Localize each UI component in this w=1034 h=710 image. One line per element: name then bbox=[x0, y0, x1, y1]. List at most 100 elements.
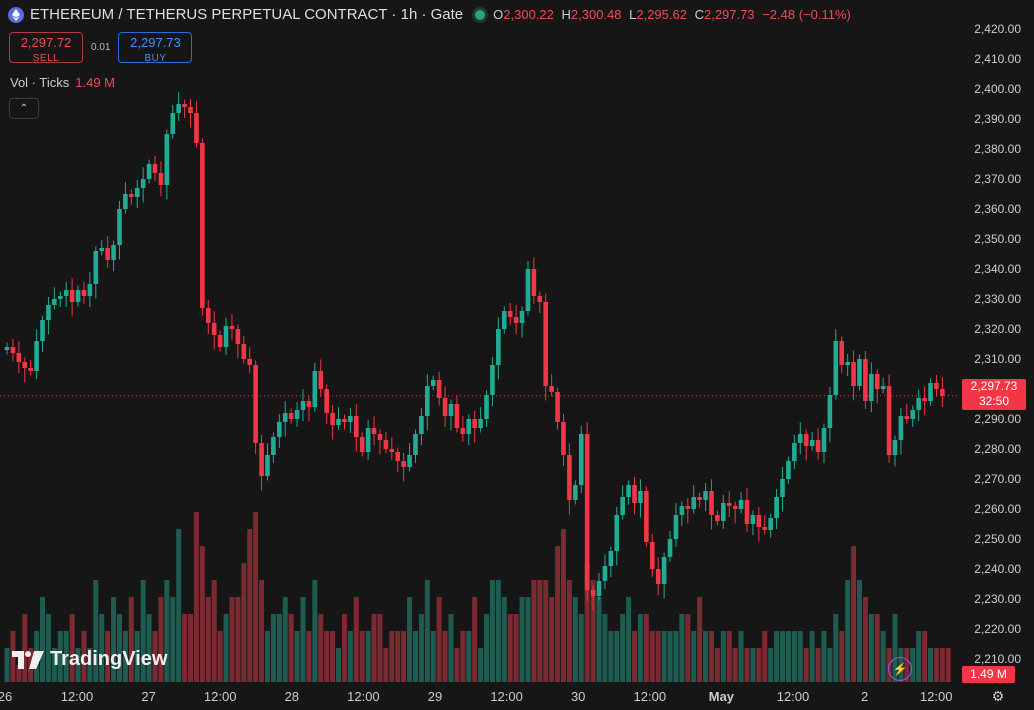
candle bbox=[726, 491, 732, 518]
candle bbox=[75, 285, 81, 307]
volume-bar bbox=[578, 614, 584, 682]
candle bbox=[679, 501, 685, 527]
price-tick-label: 2,280.00 bbox=[974, 442, 1021, 456]
candle bbox=[543, 293, 549, 401]
candle bbox=[768, 513, 773, 538]
volume-bar bbox=[478, 648, 484, 682]
close-value: 2,297.73 bbox=[703, 7, 755, 22]
candle bbox=[413, 429, 418, 463]
candle bbox=[194, 101, 199, 148]
volume-bar bbox=[489, 580, 495, 682]
high-label: H bbox=[561, 7, 571, 22]
volume-bar bbox=[780, 631, 786, 682]
candle bbox=[324, 384, 329, 425]
volume-bar bbox=[892, 614, 898, 682]
candle bbox=[348, 407, 353, 434]
candle bbox=[377, 429, 383, 455]
volume-bar bbox=[193, 512, 199, 682]
candle bbox=[898, 407, 904, 455]
buy-label: BUY bbox=[144, 53, 167, 64]
volume-bar bbox=[880, 631, 886, 682]
candle bbox=[715, 510, 720, 526]
candle bbox=[442, 386, 448, 428]
candle bbox=[561, 413, 566, 467]
candle bbox=[140, 167, 146, 203]
time-axis[interactable]: 26 12:00 27 12:00 28 12:00 29 12:00 30 12:00 May 12… bbox=[0, 689, 952, 704]
volume-bar bbox=[762, 631, 768, 682]
trade-panel: 2,297.72 SELL 0.01 2,297.73 BUY bbox=[9, 32, 193, 64]
candle bbox=[146, 159, 152, 184]
candle bbox=[934, 374, 939, 397]
candle bbox=[703, 482, 708, 512]
settings-gear-icon[interactable]: ⚙ bbox=[991, 688, 1005, 704]
volume-bar bbox=[87, 648, 93, 682]
time-tick-label: 12:00 bbox=[920, 689, 953, 704]
buy-button[interactable]: 2,297.73 BUY bbox=[118, 32, 193, 64]
candle bbox=[158, 161, 164, 197]
lightning-icon[interactable]: ⚡ bbox=[888, 657, 912, 681]
candle bbox=[484, 390, 489, 427]
ohlc-values: O2,300.22 H2,300.48 L2,295.62 C2,297.73 … bbox=[493, 7, 851, 22]
volume-bar bbox=[703, 631, 709, 682]
volume-bar bbox=[99, 614, 105, 682]
change-value: −2.48 (−0.11%) bbox=[762, 7, 851, 22]
candle bbox=[52, 287, 57, 310]
candle bbox=[205, 299, 211, 335]
volume-bar bbox=[211, 580, 217, 682]
price-axis[interactable]: 2,420.00 2,410.00 2,400.00 2,390.00 2,380.00… bbox=[974, 22, 1021, 666]
candle bbox=[123, 182, 128, 214]
candle bbox=[454, 395, 460, 433]
candle bbox=[430, 375, 436, 391]
volume-bar bbox=[182, 614, 188, 682]
volume-bar bbox=[170, 597, 176, 682]
symbol-title[interactable]: ETHEREUM / TETHERUS PERPETUAL CONTRACT ·… bbox=[30, 6, 464, 23]
volume-bar bbox=[81, 631, 87, 682]
price-tick-label: 2,230.00 bbox=[974, 592, 1021, 606]
volume-bar bbox=[324, 631, 330, 682]
candle bbox=[673, 503, 679, 547]
candle bbox=[762, 515, 768, 535]
candle bbox=[134, 179, 140, 209]
volume-bar bbox=[330, 631, 336, 682]
candle bbox=[389, 437, 395, 460]
candle bbox=[28, 359, 33, 376]
price-tick-label: 2,250.00 bbox=[974, 532, 1021, 546]
candle bbox=[436, 371, 442, 406]
price-tick-label: 2,320.00 bbox=[974, 322, 1021, 336]
candle bbox=[188, 98, 193, 128]
volume-bar bbox=[673, 631, 679, 682]
candle bbox=[513, 305, 519, 335]
candle bbox=[383, 431, 389, 454]
volume-bar bbox=[448, 614, 454, 682]
candle bbox=[815, 428, 821, 460]
volume-bar bbox=[241, 563, 247, 682]
candle bbox=[626, 480, 631, 505]
sell-button[interactable]: 2,297.72 SELL bbox=[9, 32, 83, 64]
volume-bar bbox=[418, 614, 424, 682]
candle bbox=[419, 407, 424, 446]
volume-bar bbox=[40, 597, 46, 682]
volume-legend[interactable]: Vol · Ticks 1.49 M bbox=[10, 75, 115, 90]
volume-bar bbox=[655, 631, 661, 682]
volume-bar bbox=[507, 614, 513, 682]
volume-bar bbox=[862, 597, 868, 682]
candle bbox=[697, 492, 702, 508]
candle bbox=[750, 510, 756, 536]
volume-tag: 1.49 M bbox=[962, 666, 1015, 683]
volume-bar bbox=[199, 546, 205, 682]
candle bbox=[649, 533, 655, 577]
candle bbox=[395, 447, 401, 473]
candle bbox=[555, 387, 560, 430]
time-tick-label: 12:00 bbox=[61, 689, 94, 704]
candle bbox=[756, 506, 762, 542]
time-tick-label: 12:00 bbox=[347, 689, 380, 704]
volume-bar bbox=[312, 580, 318, 682]
candle bbox=[16, 341, 22, 374]
collapse-legend-button[interactable]: ⌃ bbox=[9, 98, 39, 119]
candle bbox=[490, 356, 495, 407]
volume-bar bbox=[851, 546, 857, 682]
volume-bar bbox=[247, 529, 253, 682]
price-tick-label: 2,310.00 bbox=[974, 352, 1021, 366]
tradingview-logo[interactable]: TradingView bbox=[12, 648, 167, 671]
